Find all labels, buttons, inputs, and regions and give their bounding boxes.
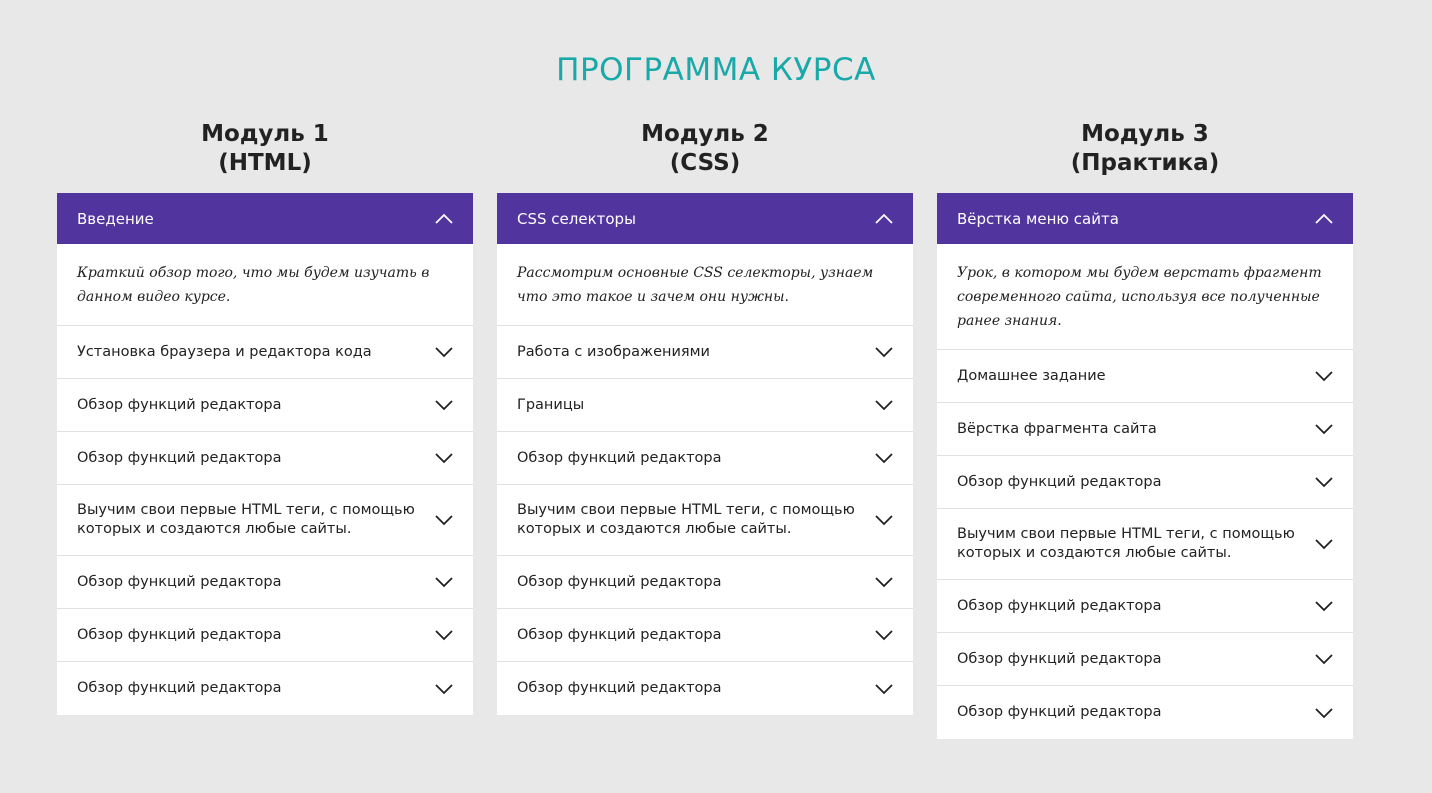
chevron-down-icon[interactable] [875,514,893,526]
accordion-item[interactable]: Установка браузера и редактора кода [57,326,473,379]
accordion-item-label: Работа с изображениями [517,343,710,360]
chevron-down-icon[interactable] [875,683,893,695]
accordion-item-label: Обзор функций редактора [957,704,1162,720]
page-title: ПРОГРАММА КУРСА [556,52,876,88]
chevron-down-icon[interactable] [1315,538,1333,550]
accordion-item-label: Выучим свои первые HTML теги, с помощью … [957,526,1295,561]
accordion-item-label: Обзор функций редактора [957,650,1162,667]
module-heading-line1: Модуль 1 [201,121,329,147]
accordion-item-label: Обзор функций редактора [517,626,722,643]
module-heading-line2: (CSS) [669,150,741,176]
module-heading-line2: (HTML) [218,150,312,176]
chevron-down-icon[interactable] [875,629,893,641]
module-heading: Модуль 1 (HTML) [57,120,473,193]
accordion-item-label: Границы [517,396,585,413]
accordion-item[interactable]: Обзор функций редактора [497,662,913,715]
accordion-item-label: Домашнее задание [957,367,1106,384]
accordion-item-label: Обзор функций редактора [77,680,282,696]
chevron-down-icon[interactable] [435,452,453,464]
accordion-item-label: Вёрстка фрагмента сайта [957,420,1157,437]
module-heading-line2: (Практика) [1070,150,1220,176]
module-3: Модуль 3 (Практика) Вёрстка меню сайта У… [937,120,1353,739]
accordion-item-label: Обзор функций редактора [957,473,1162,490]
accordion-description: Краткий обзор того, что мы будем изучать… [77,265,430,305]
accordion-item-label: Установка браузера и редактора кода [77,343,372,360]
chevron-down-icon[interactable] [435,399,453,411]
accordion-item-label: Обзор функций редактора [77,573,282,590]
chevron-up-icon[interactable] [875,213,893,225]
accordion-item[interactable]: Обзор функций редактора [57,609,473,662]
accordion-item[interactable]: Обзор функций редактора [57,556,473,609]
accordion-description-panel: Рассмотрим основные CSS селекторы, узнае… [497,244,913,326]
accordion-item[interactable]: Работа с изображениями [497,326,913,379]
accordion-item-label: Обзор функций редактора [77,449,282,466]
chevron-down-icon[interactable] [1315,600,1333,612]
chevron-down-icon[interactable] [435,629,453,641]
chevron-down-icon[interactable] [435,346,453,358]
accordion-header-open[interactable]: Введение [57,193,473,244]
accordion-item[interactable]: Обзор функций редактора [937,633,1353,686]
accordion-item-label: Обзор функций редактора [517,680,722,696]
accordion-description-panel: Урок, в котором мы будем верстать фрагме… [937,244,1353,350]
accordion-header-label: CSS селекторы [517,209,636,228]
module-heading-line1: Модуль 2 [641,121,769,147]
accordion-item-label: Выучим свои первые HTML теги, с помощью … [77,502,415,537]
accordion-item-label: Обзор функций редактора [517,449,722,466]
chevron-down-icon[interactable] [875,576,893,588]
chevron-down-icon[interactable] [1315,707,1333,719]
accordion-header-open[interactable]: CSS селекторы [497,193,913,244]
accordion-item[interactable]: Обзор функций редактора [497,556,913,609]
accordion-item[interactable]: Домашнее задание [937,350,1353,403]
accordion-item[interactable]: Выучим свои первые HTML теги, с помощью … [937,509,1353,580]
chevron-down-icon[interactable] [435,683,453,695]
chevron-down-icon[interactable] [875,452,893,464]
accordion: CSS селекторы Рассмотрим основные CSS се… [497,193,913,715]
chevron-down-icon[interactable] [1315,370,1333,382]
chevron-down-icon[interactable] [435,576,453,588]
chevron-down-icon[interactable] [1315,423,1333,435]
accordion-header-label: Вёрстка меню сайта [957,209,1119,228]
accordion-item-label: Обзор функций редактора [957,597,1162,614]
accordion-item[interactable]: Обзор функций редактора [57,379,473,432]
accordion-item-label: Обзор функций редактора [77,626,282,643]
module-heading: Модуль 2 (CSS) [497,120,913,193]
accordion-item[interactable]: Обзор функций редактора [57,662,473,715]
accordion-item-label: Выучим свои первые HTML теги, с помощью … [517,502,855,537]
module-1: Модуль 1 (HTML) Введение Краткий обзор т… [57,120,473,715]
chevron-down-icon[interactable] [875,346,893,358]
accordion-item[interactable]: Обзор функций редактора [497,609,913,662]
accordion-item[interactable]: Выучим свои первые HTML теги, с помощью … [57,485,473,556]
chevron-down-icon[interactable] [1315,653,1333,665]
accordion-item[interactable]: Обзор функций редактора [937,456,1353,509]
accordion-description: Рассмотрим основные CSS селекторы, узнае… [517,265,874,305]
module-heading: Модуль 3 (Практика) [937,120,1353,193]
module-2: Модуль 2 (CSS) CSS селекторы Рассмотрим … [497,120,913,715]
chevron-up-icon[interactable] [435,213,453,225]
accordion-item[interactable]: Обзор функций редактора [57,432,473,485]
accordion-item[interactable]: Обзор функций редактора [937,686,1353,739]
chevron-up-icon[interactable] [1315,213,1333,225]
accordion-item[interactable]: Выучим свои первые HTML теги, с помощью … [497,485,913,556]
chevron-down-icon[interactable] [1315,476,1333,488]
accordion-item[interactable]: Границы [497,379,913,432]
accordion: Вёрстка меню сайта Урок, в котором мы бу… [937,193,1353,739]
accordion-description-panel: Краткий обзор того, что мы будем изучать… [57,244,473,326]
accordion-item[interactable]: Вёрстка фрагмента сайта [937,403,1353,456]
accordion-item-label: Обзор функций редактора [77,396,282,413]
chevron-down-icon[interactable] [875,399,893,411]
accordion-description: Урок, в котором мы будем верстать фрагме… [957,265,1322,329]
accordion: Введение Краткий обзор того, что мы буде… [57,193,473,715]
accordion-item[interactable]: Обзор функций редактора [497,432,913,485]
module-heading-line1: Модуль 3 [1081,121,1209,147]
chevron-down-icon[interactable] [435,514,453,526]
accordion-item[interactable]: Обзор функций редактора [937,580,1353,633]
accordion-header-open[interactable]: Вёрстка меню сайта [937,193,1353,244]
accordion-header-label: Введение [77,209,154,228]
accordion-item-label: Обзор функций редактора [517,573,722,590]
